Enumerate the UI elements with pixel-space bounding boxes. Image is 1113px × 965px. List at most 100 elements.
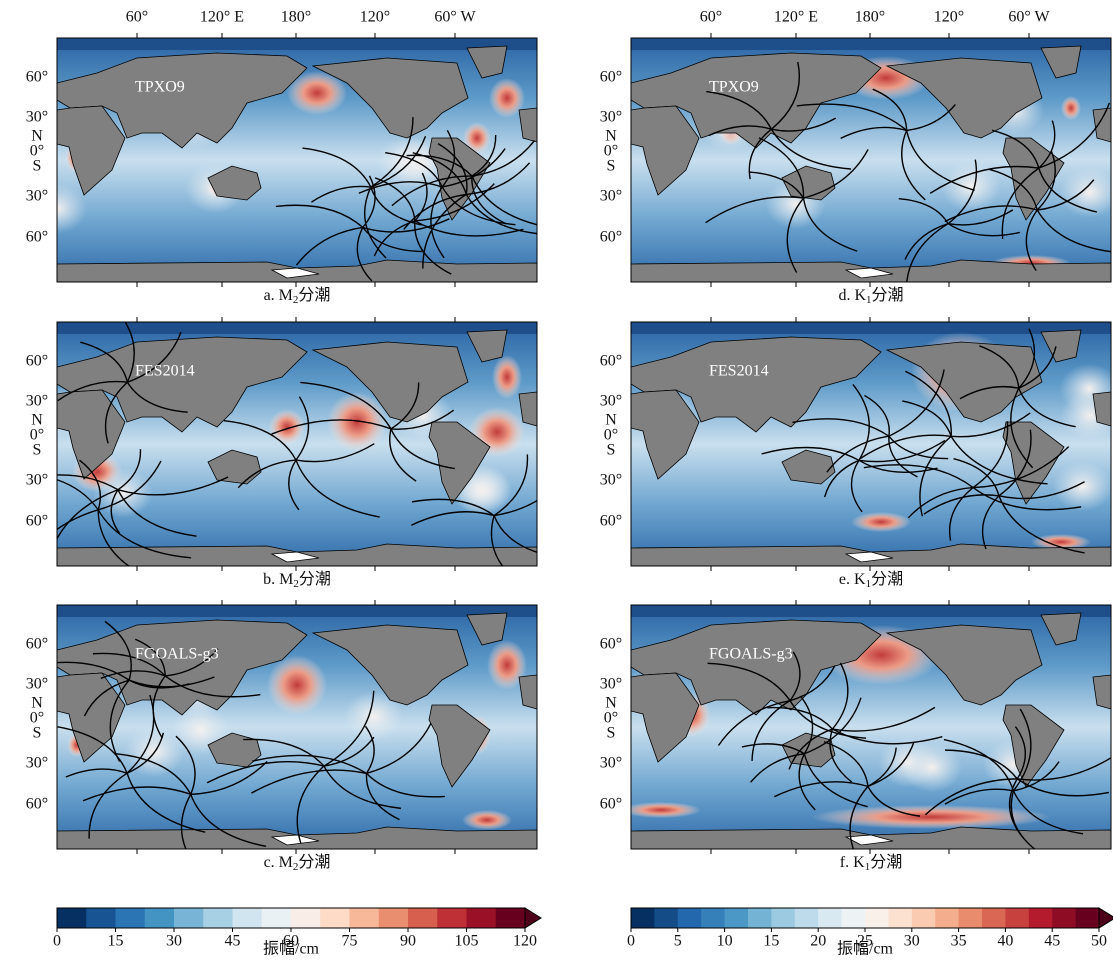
caption: f.K1分潮 (840, 853, 902, 873)
y-axis-label: 60° (26, 69, 48, 86)
colorbar-label: 振幅/cm (263, 940, 320, 958)
y-axis-label: 60° (600, 229, 622, 246)
map-panel: 60°30°N0°S30°60°FGOALS-g3c.M2分潮 (26, 600, 537, 873)
colorbar-extend (525, 908, 541, 928)
y-axis-label: 60° (600, 353, 622, 370)
map-content (631, 38, 1113, 289)
caption: a.M2分潮 (264, 286, 331, 306)
caption-symbol: M (279, 571, 293, 588)
caption: e.K1分潮 (839, 570, 903, 590)
y-axis-label: 30° (26, 188, 48, 205)
caption-label: a. (264, 287, 275, 304)
colorbar-step (842, 908, 866, 928)
caption-label: c. (264, 854, 275, 871)
colorbar-step (1005, 908, 1029, 928)
x-axis-label: 180° (281, 9, 311, 26)
colorbar-step (725, 908, 749, 928)
y-axis-label: S (607, 158, 616, 175)
caption-label: e. (839, 571, 850, 588)
model-name: TPXO9 (135, 79, 185, 96)
y-axis-label: S (33, 725, 42, 742)
caption: d.K1分潮 (838, 286, 903, 306)
arctic (57, 605, 537, 617)
colorbar-step (291, 908, 321, 928)
caption-symbol: K (854, 571, 866, 588)
caption-label: b. (263, 571, 275, 588)
y-axis-label: 60° (600, 69, 622, 86)
colorbar-step (320, 908, 350, 928)
colorbar-extend (1099, 908, 1113, 928)
x-axis-label: 60° W (434, 9, 476, 26)
colorbar-step (467, 908, 497, 928)
colorbar-step (771, 908, 795, 928)
caption-symbol: M (279, 287, 293, 304)
y-axis-label: 60° (26, 353, 48, 370)
colorbar-step (1029, 908, 1053, 928)
caption-text: 分潮 (298, 286, 330, 304)
arctic (57, 38, 537, 50)
colorbar-step (116, 908, 146, 928)
colorbar-step (1052, 908, 1076, 928)
amplitude-mid (93, 468, 153, 518)
arctic (631, 38, 1111, 50)
y-axis-label: 30° (600, 472, 622, 489)
colorbar-step (654, 908, 678, 928)
map-panel: 60°120° E180°120°60° W60°30°N0°S30°60°TP… (26, 9, 556, 306)
caption-text: 分潮 (871, 570, 903, 588)
colorbar-step (1076, 908, 1100, 928)
colorbar-step (982, 908, 1006, 928)
y-axis-label: 60° (600, 513, 622, 530)
colorbar-step (496, 908, 526, 928)
colorbar-tick-label: 0 (53, 933, 61, 950)
y-axis-label: S (33, 158, 42, 175)
colorbar-step (262, 908, 292, 928)
caption: c.M2分潮 (264, 853, 331, 873)
y-axis-label: 30° (600, 755, 622, 772)
y-axis-label: 30° (26, 755, 48, 772)
colorbar-step (888, 908, 912, 928)
colorbar-step (818, 908, 842, 928)
colorbar-tick-label: 90 (400, 933, 416, 950)
caption-text: 分潮 (870, 853, 902, 871)
amplitude-high (851, 512, 911, 532)
y-axis-label: 30° (26, 676, 48, 693)
colorbar-step (865, 908, 889, 928)
x-axis-label: 120° (934, 9, 964, 26)
map-content (27, 38, 556, 282)
colorbar-step (57, 908, 87, 928)
figure: 60°120° E180°120°60° W60°30°N0°S30°60°TP… (0, 0, 1113, 960)
y-axis-label: 60° (600, 636, 622, 653)
y-axis-label: 30° (600, 393, 622, 410)
y-axis-label: S (33, 442, 42, 459)
colorbar-tick-label: 45 (1044, 933, 1060, 950)
model-name: FES2014 (709, 363, 769, 380)
colorbar-step (203, 908, 233, 928)
map-content (31, 605, 537, 872)
colorbar-tick-label: 35 (951, 933, 967, 950)
y-axis-label: 60° (26, 636, 48, 653)
colorbar-tick-label: 40 (997, 933, 1013, 950)
colorbar-step (701, 908, 725, 928)
amplitude-high (621, 802, 701, 818)
caption-symbol: M (279, 854, 293, 871)
caption-label: d. (838, 287, 850, 304)
colorbar-label: 振幅/cm (837, 940, 894, 958)
colorbar-tick-label: 30 (166, 933, 182, 950)
caption-text: 分潮 (299, 570, 331, 588)
map-content (621, 605, 1113, 859)
y-axis-label: 30° (26, 109, 48, 126)
colorbar-step (631, 908, 655, 928)
colorbar-tick-label: 20 (810, 933, 826, 950)
colorbar-tick-label: 15 (763, 933, 779, 950)
colorbar-step (437, 908, 467, 928)
model-name: FGOALS-g3 (135, 646, 219, 663)
colorbar-step (174, 908, 204, 928)
amplitude-high (492, 355, 522, 399)
colorbar-step (350, 908, 380, 928)
y-axis-label: 30° (600, 676, 622, 693)
colorbar-step (408, 908, 438, 928)
colorbar-step (959, 908, 983, 928)
amplitude-high (462, 810, 512, 830)
